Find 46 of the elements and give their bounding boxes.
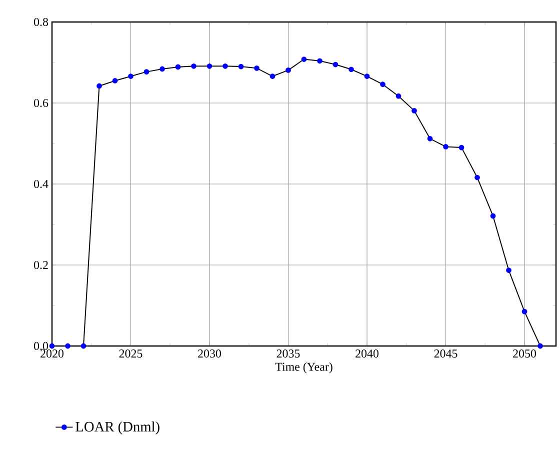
point <box>332 62 338 68</box>
point <box>364 74 370 79</box>
x-tick-label: 2050 <box>513 350 536 358</box>
x-tick-label: 2040 <box>356 350 378 358</box>
point <box>458 144 464 150</box>
point <box>427 136 433 142</box>
point <box>191 63 196 69</box>
point <box>96 83 102 89</box>
point <box>396 93 402 99</box>
point <box>112 78 118 84</box>
point <box>490 213 496 219</box>
point <box>348 66 354 72</box>
point <box>412 108 417 114</box>
x-tick-label: 2020 <box>40 350 64 358</box>
point <box>270 74 276 79</box>
y-tick-label: 0.6 <box>34 98 48 108</box>
y-tick-label: 0.8 <box>34 18 48 26</box>
x-tick-label: 2025 <box>119 350 142 358</box>
x-axis-title: Time (Year) <box>275 362 332 374</box>
x-tick-label: 2045 <box>434 350 458 358</box>
point <box>49 343 55 349</box>
point <box>238 64 244 70</box>
point <box>538 343 543 349</box>
point <box>380 82 386 88</box>
point <box>443 144 448 150</box>
point <box>474 174 480 180</box>
point <box>65 343 70 349</box>
point <box>175 64 181 70</box>
point <box>160 66 165 72</box>
point <box>254 65 260 71</box>
x-tick-label: 2035 <box>276 350 300 358</box>
point <box>286 68 291 73</box>
point <box>80 343 86 349</box>
point <box>222 63 228 69</box>
point <box>128 74 134 79</box>
y-tick-label: 0.4 <box>34 180 48 188</box>
x-tick-label: 2030 <box>198 350 221 358</box>
point <box>206 63 212 69</box>
point <box>317 58 322 64</box>
point <box>506 268 512 273</box>
point <box>522 308 528 314</box>
y-tick-label: 0.0 <box>34 342 48 350</box>
y-tick-label: 0.2 <box>34 260 48 270</box>
point <box>301 56 307 62</box>
point <box>144 69 150 75</box>
legend-label: LOAR (Dnml) <box>76 421 160 434</box>
